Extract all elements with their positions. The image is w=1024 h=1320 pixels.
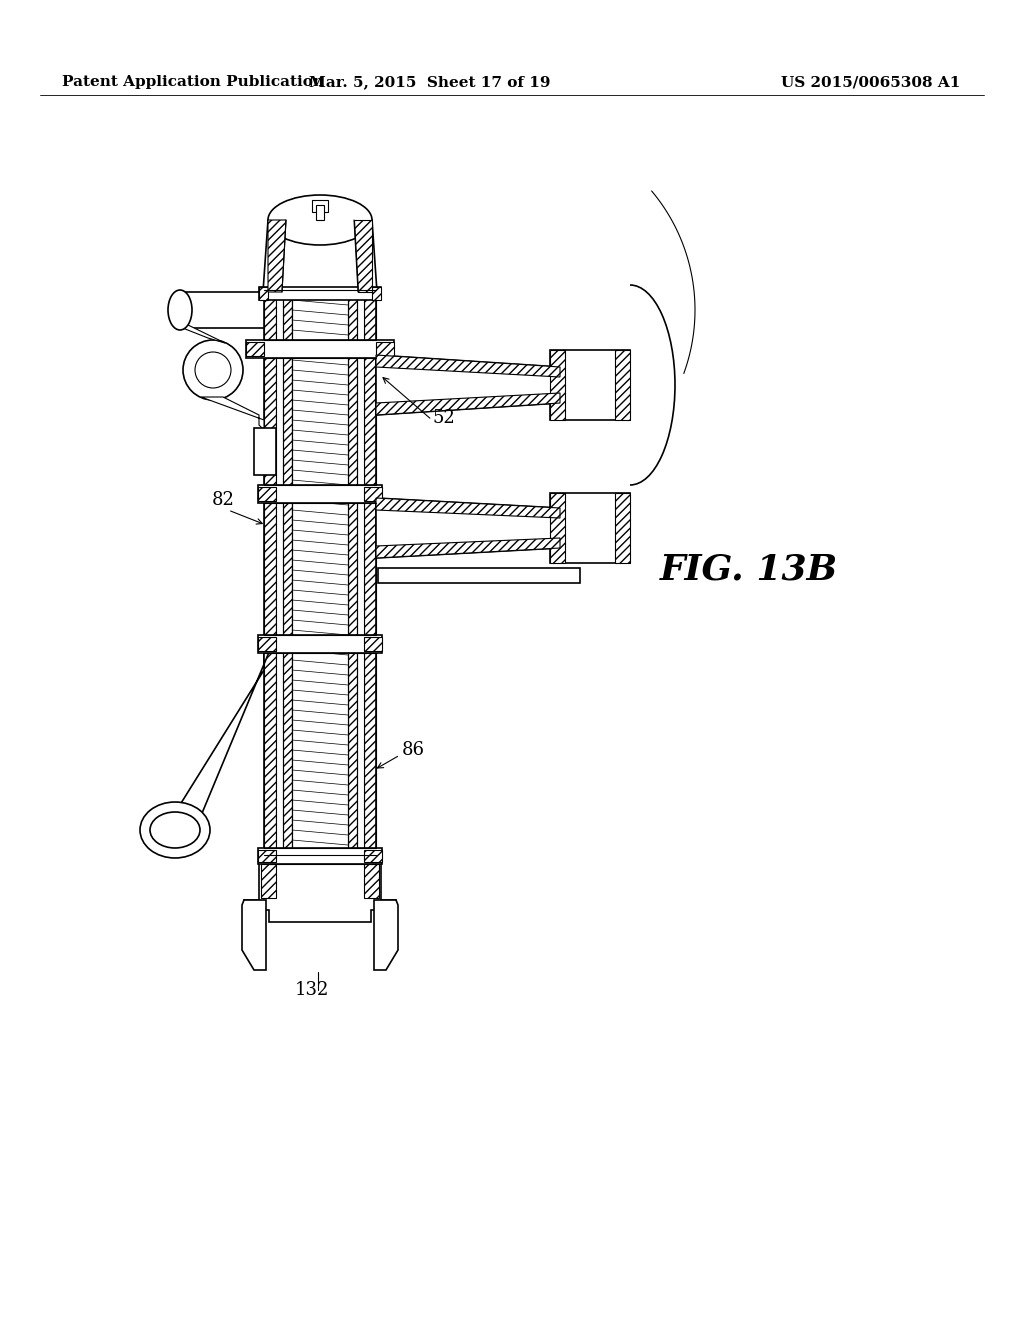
Polygon shape	[276, 290, 283, 855]
Polygon shape	[615, 350, 630, 420]
Text: FIG. 13B: FIG. 13B	[660, 553, 838, 587]
Polygon shape	[292, 290, 348, 855]
Polygon shape	[376, 355, 560, 414]
Polygon shape	[201, 397, 264, 430]
Ellipse shape	[183, 341, 243, 400]
Polygon shape	[180, 292, 264, 327]
Ellipse shape	[268, 195, 372, 246]
Polygon shape	[246, 342, 264, 356]
Ellipse shape	[140, 803, 210, 858]
Polygon shape	[372, 286, 381, 300]
Polygon shape	[283, 290, 292, 855]
Polygon shape	[374, 900, 398, 970]
Polygon shape	[357, 290, 364, 855]
Ellipse shape	[168, 290, 193, 330]
Polygon shape	[354, 220, 372, 292]
Ellipse shape	[195, 352, 231, 388]
Text: 82: 82	[212, 491, 234, 510]
Polygon shape	[259, 286, 381, 300]
Polygon shape	[244, 862, 396, 921]
Polygon shape	[364, 290, 376, 855]
Polygon shape	[364, 487, 382, 502]
Polygon shape	[170, 645, 272, 830]
Polygon shape	[376, 393, 560, 414]
Bar	[316, 205, 324, 220]
Polygon shape	[376, 355, 560, 378]
Polygon shape	[254, 428, 276, 475]
Polygon shape	[258, 850, 276, 862]
Polygon shape	[261, 865, 276, 898]
Text: US 2015/0065308 A1: US 2015/0065308 A1	[780, 75, 961, 88]
Polygon shape	[364, 865, 379, 898]
Ellipse shape	[150, 812, 200, 847]
Polygon shape	[550, 492, 630, 564]
Polygon shape	[550, 350, 565, 420]
Text: 86: 86	[402, 741, 425, 759]
Polygon shape	[242, 900, 266, 970]
Polygon shape	[550, 492, 565, 564]
Polygon shape	[615, 492, 630, 564]
Polygon shape	[364, 850, 382, 862]
Polygon shape	[378, 568, 580, 583]
Text: Mar. 5, 2015  Sheet 17 of 19: Mar. 5, 2015 Sheet 17 of 19	[309, 75, 551, 88]
Polygon shape	[259, 286, 268, 300]
Polygon shape	[264, 290, 276, 855]
Polygon shape	[376, 498, 560, 517]
Polygon shape	[376, 539, 560, 558]
Polygon shape	[550, 350, 630, 420]
Bar	[312, 201, 328, 213]
Polygon shape	[263, 220, 377, 292]
Polygon shape	[268, 220, 286, 292]
Polygon shape	[246, 341, 394, 358]
Polygon shape	[364, 638, 382, 651]
Polygon shape	[376, 498, 560, 558]
Polygon shape	[258, 484, 382, 503]
Polygon shape	[175, 325, 225, 343]
Text: Patent Application Publication: Patent Application Publication	[62, 75, 324, 88]
Text: 132: 132	[295, 981, 330, 999]
Polygon shape	[376, 342, 394, 356]
Polygon shape	[258, 635, 382, 653]
Polygon shape	[258, 487, 276, 502]
Text: 52: 52	[433, 409, 456, 426]
Polygon shape	[348, 290, 357, 855]
Polygon shape	[258, 638, 276, 651]
Polygon shape	[258, 847, 382, 865]
